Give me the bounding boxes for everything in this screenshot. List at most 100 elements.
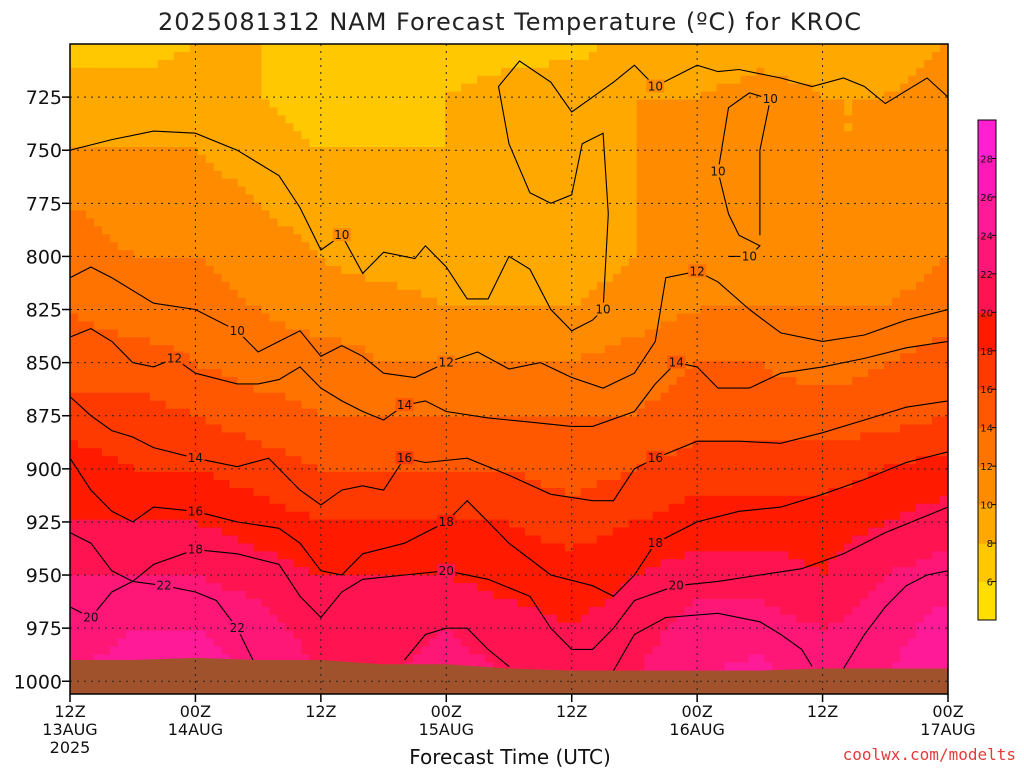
temperature-cell: [421, 432, 430, 441]
temperature-cell: [333, 606, 342, 616]
temperature-cell: [389, 479, 398, 489]
temperature-cell: [477, 606, 486, 616]
temperature-cell: [285, 479, 295, 489]
temperature-cell: [461, 44, 470, 53]
temperature-cell: [349, 91, 358, 101]
temperature-cell: [373, 147, 382, 156]
temperature-cell: [77, 535, 87, 544]
temperature-cell: [532, 567, 542, 576]
temperature-cell: [540, 313, 550, 323]
temperature-cell: [429, 313, 438, 323]
temperature-cell: [221, 337, 231, 346]
temperature-cell: [285, 353, 295, 362]
temperature-cell: [445, 178, 454, 188]
temperature-cell: [133, 329, 143, 338]
temperature-cell: [493, 392, 502, 402]
temperature-cell: [373, 511, 382, 521]
temperature-cell: [181, 297, 191, 307]
temperature-cell: [421, 590, 430, 600]
temperature-cell: [245, 186, 255, 196]
temperature-cell: [101, 107, 111, 116]
temperature-cell: [461, 583, 470, 592]
temperature-cell: [532, 162, 542, 172]
temperature-cell: [70, 329, 79, 338]
temperature-cell: [125, 638, 135, 648]
temperature-cell: [165, 654, 175, 663]
temperature-cell: [357, 107, 366, 116]
temperature-cell: [381, 44, 390, 53]
temperature-cell: [165, 234, 175, 243]
temperature-cell: [405, 210, 414, 219]
temperature-cell: [445, 559, 454, 568]
temperature-cell: [501, 456, 510, 465]
temperature-cell: [70, 472, 79, 481]
temperature-cell: [437, 527, 446, 537]
temperature-cell: [70, 503, 79, 513]
temperature-cell: [277, 51, 287, 61]
temperature-cell: [493, 337, 502, 346]
temperature-cell: [333, 131, 342, 140]
temperature-cell: [285, 281, 295, 291]
temperature-cell: [70, 242, 79, 251]
temperature-cell: [277, 139, 287, 148]
temperature-cell: [365, 376, 374, 386]
temperature-cell: [197, 210, 207, 219]
temperature-cell: [405, 273, 414, 283]
temperature-cell: [317, 83, 327, 93]
temperature-cell: [469, 614, 478, 624]
temperature-cell: [405, 131, 414, 140]
temperature-cell: [349, 99, 358, 109]
temperature-cell: [453, 416, 462, 426]
temperature-cell: [125, 408, 135, 418]
temperature-cell: [109, 178, 119, 188]
temperature-cell: [389, 321, 398, 330]
temperature-cell: [333, 646, 342, 655]
temperature-cell: [301, 107, 311, 116]
temperature-cell: [349, 551, 358, 560]
temperature-cell: [70, 527, 79, 537]
temperature-cell: [509, 67, 518, 77]
temperature-cell: [285, 448, 295, 457]
temperature-cell: [285, 297, 295, 307]
temperature-cell: [357, 416, 366, 426]
temperature-cell: [237, 51, 247, 61]
temperature-cell: [285, 99, 295, 109]
temperature-cell: [429, 258, 438, 267]
temperature-cell: [93, 511, 103, 521]
temperature-cell: [501, 527, 510, 537]
temperature-cell: [213, 147, 223, 156]
temperature-cell: [117, 543, 127, 552]
temperature-cell: [173, 107, 183, 116]
temperature-cell: [453, 392, 462, 402]
temperature-cell: [77, 353, 87, 362]
temperature-cell: [317, 472, 327, 481]
temperature-cell: [301, 432, 311, 441]
temperature-cell: [349, 638, 358, 648]
temperature-cell: [540, 503, 550, 513]
temperature-cell: [373, 170, 382, 180]
temperature-cell: [269, 297, 279, 307]
temperature-cell: [381, 83, 390, 93]
temperature-cell: [453, 464, 462, 473]
temperature-cell: [245, 226, 255, 235]
temperature-cell: [421, 583, 430, 592]
temperature-cell: [389, 511, 398, 521]
temperature-cell: [77, 83, 87, 93]
temperature-cell: [397, 242, 406, 251]
temperature-cell: [293, 258, 303, 267]
temperature-cell: [461, 551, 470, 560]
temperature-cell: [453, 646, 462, 655]
temperature-cell: [237, 178, 247, 188]
temperature-cell: [205, 503, 215, 513]
temperature-cell: [229, 170, 239, 180]
temperature-cell: [413, 107, 422, 116]
temperature-cell: [197, 234, 207, 243]
temperature-cell: [469, 511, 478, 521]
temperature-cell: [501, 662, 510, 671]
temperature-cell: [373, 83, 382, 93]
temperature-cell: [389, 59, 398, 69]
temperature-cell: [540, 495, 550, 505]
temperature-cell: [117, 44, 127, 53]
temperature-cell: [309, 313, 319, 323]
temperature-cell: [341, 614, 350, 624]
